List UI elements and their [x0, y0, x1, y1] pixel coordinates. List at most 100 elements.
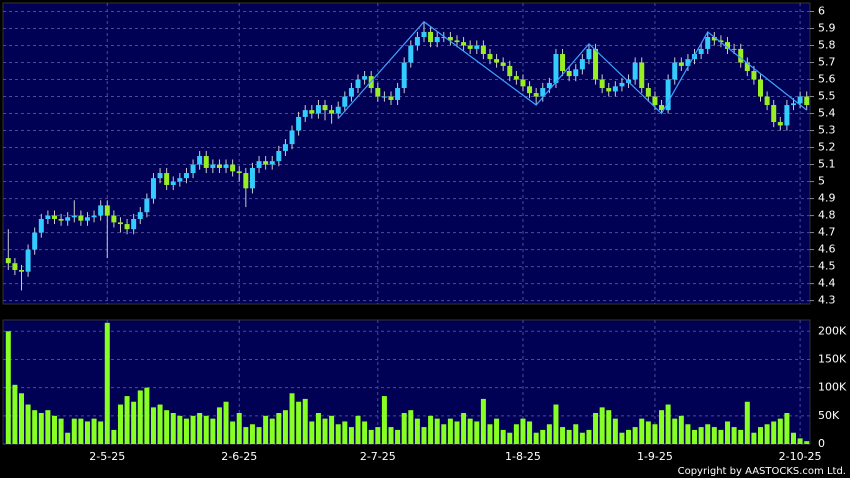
- volume-bar: [150, 407, 156, 444]
- volume-bar: [12, 384, 18, 444]
- candle-body: [593, 48, 599, 80]
- y-tick-label: 4.4: [818, 277, 836, 290]
- volume-bar: [659, 410, 665, 444]
- volume-bar: [619, 432, 625, 444]
- y-tick-label: 6: [818, 5, 825, 18]
- candle-body: [395, 88, 401, 100]
- volume-bar: [487, 424, 493, 444]
- candle-body: [685, 59, 691, 66]
- volume-bar: [573, 424, 579, 444]
- volume-bar: [183, 418, 189, 444]
- candle-body: [672, 62, 678, 80]
- volume-bar: [791, 432, 797, 444]
- volume-bar: [342, 421, 348, 444]
- volume-bar: [282, 410, 288, 444]
- x-tick-label: 1-9-25: [637, 450, 673, 463]
- volume-bar: [645, 421, 651, 444]
- candle-body: [791, 103, 797, 106]
- candle-body: [645, 88, 651, 97]
- volume-bar: [461, 413, 467, 444]
- candle-body: [223, 164, 229, 168]
- candle-body: [659, 105, 665, 111]
- volume-bar: [527, 421, 533, 444]
- candle-body: [216, 164, 222, 168]
- volume-bar: [606, 410, 612, 444]
- volume-bar: [381, 396, 387, 444]
- y-tick-label: 5.2: [818, 141, 836, 154]
- volume-bar: [5, 331, 11, 444]
- candle-body: [183, 173, 189, 179]
- volume-bar: [639, 418, 645, 444]
- candle-body: [500, 62, 506, 66]
- volume-bar: [454, 421, 460, 444]
- candle-body: [362, 76, 368, 80]
- candle-body: [51, 215, 57, 219]
- volume-bar: [520, 418, 526, 444]
- volume-bar: [401, 413, 407, 444]
- candle-body: [751, 71, 757, 80]
- volume-bar: [672, 418, 678, 444]
- volume-bar: [692, 429, 698, 444]
- candle-body: [771, 105, 777, 123]
- volume-bar: [408, 410, 414, 444]
- candle-body: [513, 76, 519, 80]
- candle-body: [315, 105, 321, 114]
- volume-bar: [771, 421, 777, 444]
- price-panel: [2, 2, 811, 305]
- candle-body: [665, 79, 671, 111]
- candle-body: [744, 62, 750, 72]
- volume-bar: [223, 401, 229, 444]
- volume-bar: [210, 418, 216, 444]
- candle-body: [388, 96, 394, 100]
- volume-bar: [32, 410, 38, 444]
- candle-body: [560, 54, 566, 72]
- candle-body: [18, 269, 24, 272]
- volume-bar: [395, 429, 401, 444]
- volume-bar: [500, 429, 506, 444]
- y-tick-label: 100K: [818, 381, 847, 394]
- candle-body: [619, 82, 625, 87]
- candle-body: [58, 218, 64, 221]
- volume-bar: [388, 427, 394, 444]
- candle-body: [698, 48, 704, 55]
- candle-body: [269, 161, 275, 165]
- volume-bar: [626, 429, 632, 444]
- volume-bar: [78, 418, 84, 444]
- volume-bar: [302, 398, 308, 444]
- candle-body: [573, 69, 579, 77]
- volume-bar: [560, 427, 566, 444]
- volume-bar: [329, 415, 335, 444]
- candle-body: [381, 96, 387, 98]
- volume-bar: [322, 418, 328, 444]
- volume-bar: [111, 429, 117, 444]
- candle-body: [236, 171, 242, 174]
- volume-bar: [797, 438, 803, 444]
- volume-bar: [777, 418, 783, 444]
- volume-bar: [784, 413, 790, 444]
- candle-body: [45, 215, 51, 219]
- y-tick-label: 4.7: [818, 226, 836, 239]
- volume-bar: [124, 396, 130, 444]
- volume-bar: [698, 427, 704, 444]
- candle-body: [65, 217, 71, 221]
- candle-body: [467, 45, 473, 49]
- volume-bar: [678, 415, 684, 444]
- volume-bar: [243, 427, 249, 444]
- volume-bar: [725, 421, 731, 444]
- y-tick-label: 4.9: [818, 192, 836, 205]
- volume-bar: [447, 418, 453, 444]
- candle-body: [91, 215, 97, 218]
- copyright: Copyright by AASTOCKS.com Ltd.: [678, 466, 846, 477]
- candle-body: [111, 215, 117, 223]
- candle-body: [177, 178, 183, 182]
- volume-bar: [190, 415, 196, 444]
- volume-bar: [71, 418, 77, 444]
- volume-bar: [157, 404, 163, 444]
- candle-body: [401, 62, 407, 89]
- candle-body: [375, 88, 381, 97]
- candle-body: [652, 96, 658, 106]
- candle-body: [520, 79, 526, 87]
- volume-bar: [18, 393, 24, 444]
- candle-body: [296, 116, 302, 131]
- candle-body: [84, 217, 90, 221]
